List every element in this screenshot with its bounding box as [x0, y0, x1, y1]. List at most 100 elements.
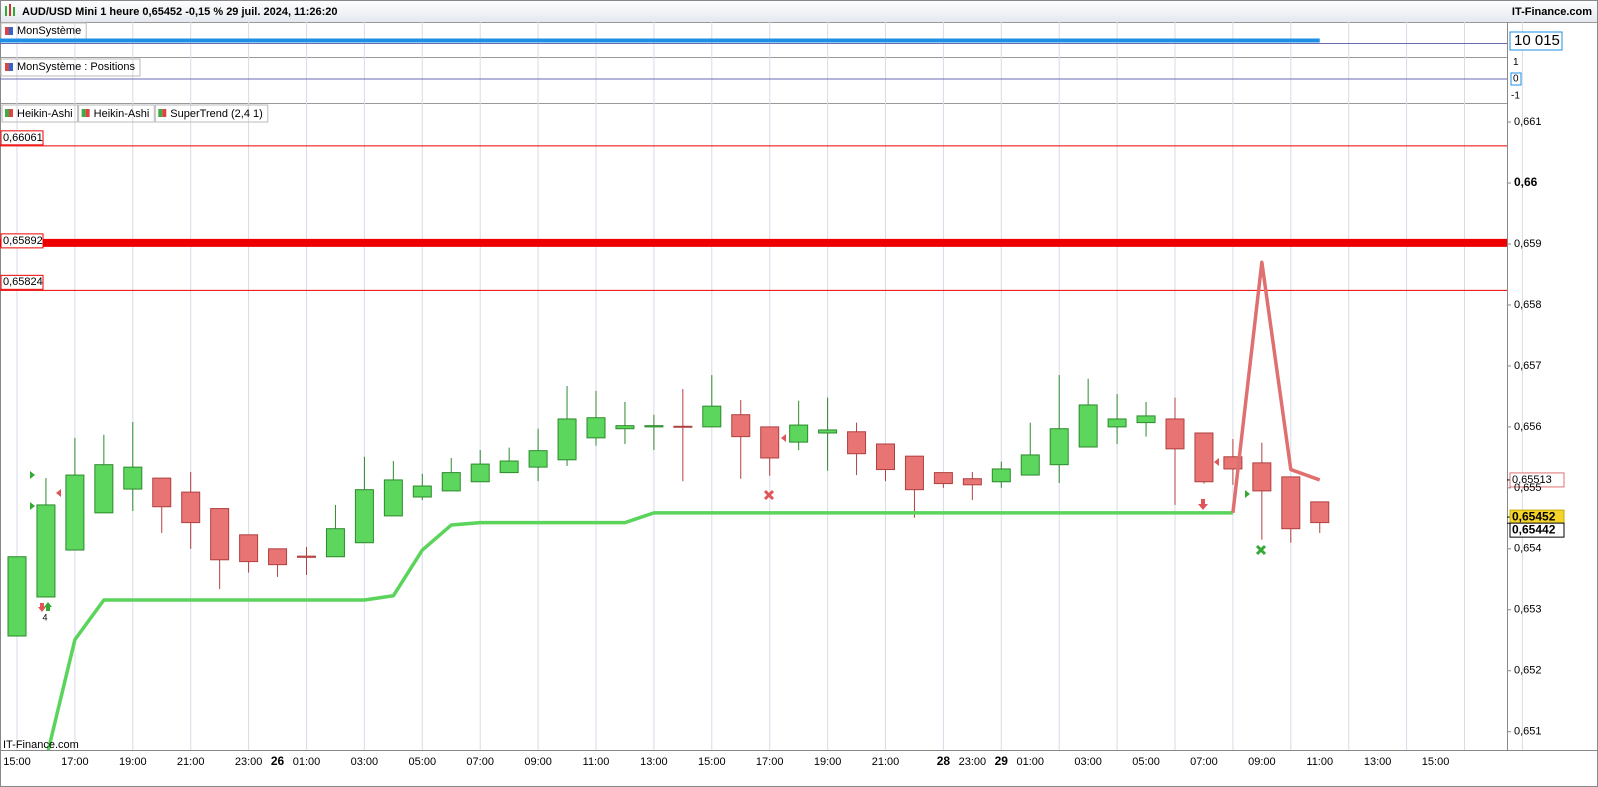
legend-label: Heikin-Ashi	[17, 108, 73, 120]
candle-body	[412, 485, 432, 498]
panel-value: 10 015	[1514, 32, 1560, 49]
candle-body	[65, 474, 85, 551]
x-tick-label: 11:00	[1306, 756, 1333, 768]
candle-body	[586, 417, 606, 439]
y-tick-label: 0,658	[1514, 299, 1542, 311]
panel-swatch	[5, 63, 9, 71]
brand: IT-Finance.com	[1512, 6, 1592, 18]
candle-body	[847, 431, 867, 455]
level-label: 0,65892	[3, 235, 43, 247]
candle-body	[268, 548, 288, 566]
x-tick-label: 13:00	[640, 756, 668, 768]
candle-body	[933, 472, 953, 485]
panel-value-box	[1509, 31, 1563, 51]
legend-swatch	[9, 109, 13, 117]
candle-body	[36, 504, 56, 598]
candle-body	[1281, 476, 1301, 530]
candle-body	[644, 425, 664, 428]
candle-body	[152, 477, 172, 508]
legend-label: Heikin-Ashi	[94, 108, 150, 120]
panel-label: MonSystème : Positions	[17, 61, 135, 73]
legend-box	[1, 104, 79, 123]
candle-body	[325, 528, 345, 558]
candle-body	[1049, 428, 1069, 466]
x-tick-label: 03:00	[351, 756, 379, 768]
candle-body	[1020, 454, 1040, 476]
supertrend-line	[1231, 260, 1321, 514]
y-tick-label: 0,661	[1514, 116, 1542, 128]
legend-box	[78, 104, 155, 123]
header-bar	[0, 0, 1598, 22]
y-tick-label: 0,653	[1514, 604, 1542, 616]
panel-tick-box	[1510, 72, 1522, 86]
level-label: 0,66061	[3, 132, 43, 144]
panel-tick-label: 0	[1513, 74, 1519, 85]
candle-body	[702, 405, 722, 428]
x-tick-label: 17:00	[61, 756, 89, 768]
panel-swatch	[9, 63, 13, 71]
candle-body	[991, 468, 1011, 483]
x-tick-label: 03:00	[1074, 756, 1102, 768]
candle-body	[1107, 418, 1127, 428]
candle-body	[789, 424, 809, 443]
x-tick-label: 23:00	[959, 756, 987, 768]
candle-body	[239, 534, 259, 563]
x-tick-label: 05:00	[409, 756, 437, 768]
y-tick-label: 0,651	[1514, 726, 1542, 738]
candle-body	[441, 472, 461, 492]
panel-tick-label: -1	[1511, 90, 1520, 101]
x-tick-label: 15:00	[1422, 756, 1450, 768]
x-tick-label: 21:00	[177, 756, 205, 768]
price-tag-box	[1509, 472, 1565, 488]
panel-tick-label: 1	[1513, 57, 1519, 68]
y-tick-label: 0,656	[1514, 421, 1542, 433]
candle-body	[731, 414, 751, 438]
candle-body	[528, 450, 548, 468]
x-tick-label: 29	[995, 754, 1009, 768]
candle-body	[818, 429, 838, 434]
y-tick-label: 0,652	[1514, 665, 1542, 677]
panel-label-box	[0, 58, 141, 77]
x-tick-label: 09:00	[524, 756, 552, 768]
candle-body	[470, 463, 490, 483]
candle-body	[499, 460, 519, 474]
panel-swatch	[5, 27, 9, 35]
x-tick-label: 05:00	[1132, 756, 1160, 768]
supertrend-line	[46, 511, 1233, 750]
candle-body	[876, 443, 895, 471]
legend-swatch	[85, 109, 90, 117]
candle-body	[1165, 418, 1185, 450]
x-tick-label: 13:00	[1364, 756, 1392, 768]
candle-body	[962, 478, 982, 486]
annotation: 4	[42, 612, 47, 622]
panel-label: MonSystème	[17, 25, 81, 37]
legend-swatch	[162, 109, 167, 117]
candle-body	[904, 455, 924, 491]
legend-box	[154, 104, 269, 123]
candle-body	[181, 491, 201, 524]
legend-swatch	[158, 109, 163, 117]
level-label-box	[0, 233, 44, 249]
header-icon	[5, 4, 15, 16]
x-tick-label: 21:00	[872, 756, 900, 768]
x-tick-label: 01:00	[293, 756, 321, 768]
candle-body	[1310, 501, 1330, 524]
candle-body	[383, 479, 403, 517]
y-tick-label: 0,654	[1514, 543, 1542, 555]
x-tick-label: 23:00	[235, 756, 263, 768]
candle-body	[1136, 415, 1156, 424]
watermark: IT-Finance.com	[3, 739, 79, 751]
legend-item: Heikin-Ashi	[78, 104, 155, 123]
y-tick-label: 0,655	[1514, 482, 1542, 494]
candle-body	[210, 508, 230, 561]
panel-swatch	[9, 27, 13, 35]
candle-body	[1252, 462, 1272, 492]
candle-body	[1194, 432, 1214, 483]
x-tick-label: 07:00	[466, 756, 494, 768]
legend-item: SuperTrend (2,4 1)	[154, 104, 269, 123]
x-tick-label: 01:00	[1016, 756, 1044, 768]
price-tag: 0,65442	[1512, 522, 1556, 536]
candle-body	[673, 425, 693, 428]
candle-body	[1078, 404, 1098, 448]
price-tag-box	[1509, 522, 1565, 538]
